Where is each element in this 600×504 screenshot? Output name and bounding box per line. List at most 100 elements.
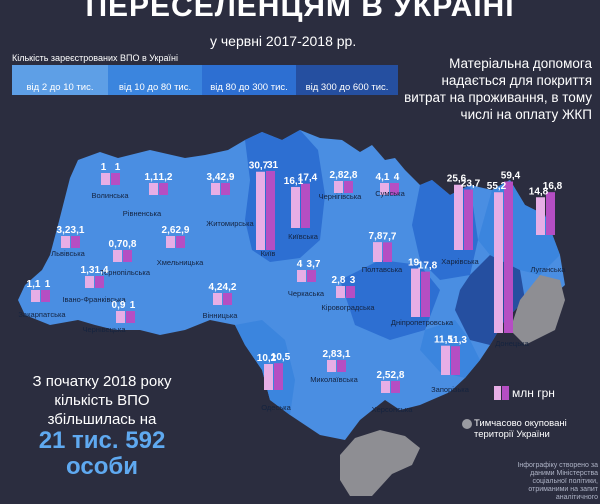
bar-2017 — [336, 286, 345, 298]
bar-2018 — [41, 290, 50, 302]
region-label: Дніпропетровська — [391, 318, 454, 327]
bar-2018 — [95, 276, 104, 288]
value-label-2017: 4 — [297, 259, 303, 270]
bar-2017 — [380, 183, 389, 195]
bar-2017 — [61, 236, 70, 248]
legend-unit: млн грн — [512, 386, 555, 400]
legend-range-4: від 300 до 600 тис. — [296, 65, 398, 95]
occupied-marker-icon — [462, 419, 472, 429]
bar-2017 — [101, 173, 110, 185]
value-label-2017: 55,2 — [487, 181, 507, 192]
info-note: Матеріальна допомога надається для покри… — [404, 56, 592, 122]
bar-2017 — [31, 290, 40, 302]
value-label-2018: 4,2 — [223, 282, 237, 293]
bar-2018 — [123, 250, 132, 262]
value-label-2017: 11,5 — [434, 335, 453, 346]
bar-2018 — [421, 271, 430, 317]
value-label-2017: 10,2 — [257, 353, 277, 364]
region-label: Запорізька — [431, 385, 470, 394]
value-label-2018: 0,8 — [123, 239, 137, 250]
value-label-2018: 7,7 — [383, 231, 397, 242]
legend-occupied: Тимчасово окуповані території України — [474, 418, 567, 440]
bar-2017 — [166, 236, 175, 248]
value-label-2018: 17,4 — [298, 173, 318, 184]
value-label-2018: 11,3 — [448, 335, 467, 346]
value-label-2018: 2,9 — [221, 172, 235, 183]
bar-2017 — [327, 360, 336, 372]
bar-2018 — [391, 381, 400, 393]
value-label-2017: 25,6 — [447, 174, 467, 185]
value-label-2018: 3,1 — [71, 225, 85, 236]
bar-2017 — [441, 345, 450, 375]
region-label: Рівненська — [123, 209, 162, 218]
region-label: Житомирська — [206, 219, 254, 228]
value-label-2017: 2,5 — [377, 370, 391, 381]
region-label: Закарпатська — [18, 310, 66, 319]
value-label-2017: 3,4 — [207, 172, 221, 183]
value-label-2018: 59,4 — [501, 171, 521, 182]
value-label-2018: 1,4 — [95, 265, 109, 276]
bar-2018 — [221, 183, 230, 195]
bar-2017 — [213, 293, 222, 305]
region-label: Одеська — [261, 403, 291, 412]
value-label-2017: 2,8 — [330, 170, 344, 181]
value-label-2017: 2,8 — [323, 349, 337, 360]
legend-range-1: від 2 до 10 тис. — [12, 65, 108, 95]
region-label: Луганська — [531, 265, 567, 274]
region-label: Київ — [261, 249, 276, 258]
value-label-2017: 4,1 — [376, 172, 390, 183]
bar-2017 — [113, 250, 122, 262]
region-label: Донецька — [495, 339, 529, 348]
value-label-2017: 7,8 — [369, 231, 383, 242]
value-label-2018: 3,7 — [307, 259, 321, 270]
bar-2017 — [211, 183, 220, 195]
bar-2018 — [223, 293, 232, 305]
value-label-2017: 0,9 — [112, 300, 126, 311]
value-label-2017: 30,7 — [249, 161, 269, 172]
value-label-2017: 2,8 — [332, 275, 346, 286]
region-label: Херсонська — [372, 405, 414, 414]
bar-2018 — [337, 360, 346, 372]
value-label-2018: 2,8 — [391, 370, 405, 381]
value-label-2018: 1 — [115, 162, 121, 173]
bar-2018 — [504, 181, 513, 333]
value-label-2017: 4,2 — [209, 282, 223, 293]
value-label-2017: 1,3 — [81, 265, 95, 276]
value-label-2018: 3 — [350, 275, 356, 286]
subtitle: у червні 2017-2018 рр. — [210, 33, 357, 49]
region-label: Сумська — [375, 189, 405, 198]
region-label: Волинська — [92, 191, 130, 200]
bar-2018 — [464, 189, 473, 250]
bar-2018 — [111, 173, 120, 185]
credit: Інфографіку створено за даними Міністерс… — [517, 462, 598, 501]
bar-2017 — [85, 276, 94, 288]
value-label-2018: 16,8 — [543, 181, 563, 192]
value-label-2018: 2,9 — [176, 225, 190, 236]
value-label-2018: 17,8 — [418, 261, 438, 272]
bar-2017 — [116, 311, 125, 323]
bar-2017 — [264, 363, 273, 390]
bar-2018 — [390, 183, 399, 195]
stat-value: 21 тис. 592 особи — [38, 427, 166, 480]
value-label-2018: 31 — [267, 160, 279, 171]
stat-intro: З початку 2018 року кількість ВПО збільш… — [32, 373, 172, 428]
occupied-donbas — [510, 275, 565, 345]
region-label: Миколаївська — [310, 375, 358, 384]
legend-caption: Кількість зареєстрованих ВПО в Україні — [12, 53, 178, 63]
value-label-2018: 3,1 — [337, 349, 351, 360]
value-label-2017: 3,2 — [57, 225, 71, 236]
region-label: Полтавська — [362, 265, 403, 274]
value-label-2018: 2,8 — [344, 170, 358, 181]
value-label-2018: 1,2 — [159, 172, 173, 183]
bar-2018 — [451, 346, 460, 375]
region-label: Вінницька — [203, 311, 239, 320]
bar-2017 — [411, 268, 420, 317]
value-label-2017: 16,1 — [284, 176, 304, 187]
bar-2018 — [274, 363, 283, 390]
page-title: ПЕРЕСЕЛЕНЦЯМ В УКРАЇНІ — [85, 0, 515, 23]
bar-2017 — [536, 197, 545, 235]
bar-2018 — [546, 192, 555, 235]
region-label: Харківська — [441, 257, 479, 266]
